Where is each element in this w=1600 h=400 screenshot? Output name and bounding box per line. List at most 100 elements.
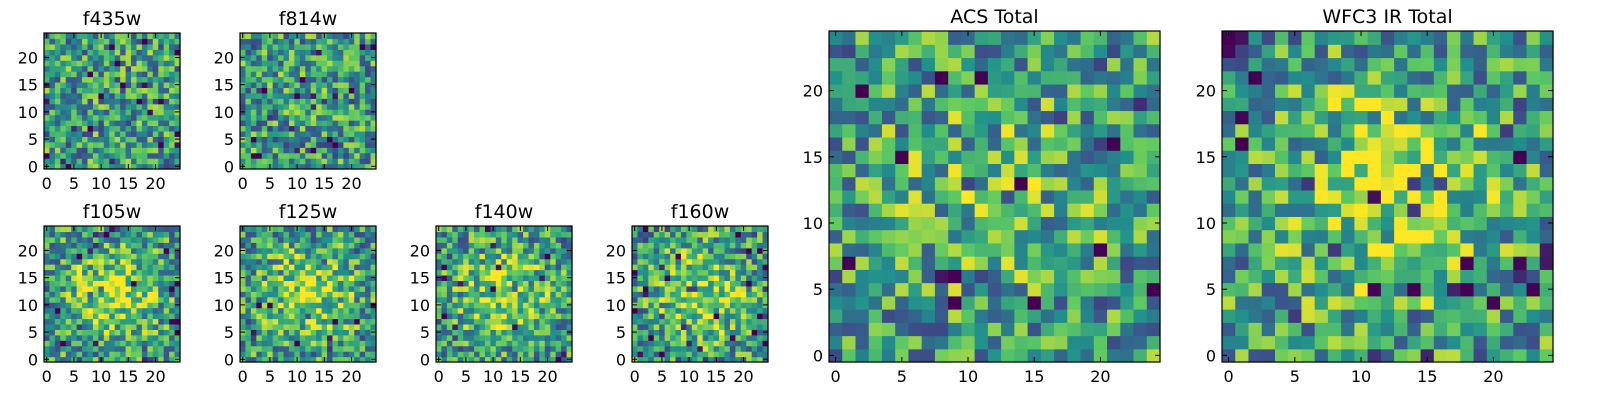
heatmap-cell xyxy=(842,31,857,45)
heatmap-cell xyxy=(961,322,976,337)
heatmap-cell xyxy=(675,340,682,347)
heatmap-cell xyxy=(441,258,448,265)
heatmap-cell xyxy=(735,280,742,287)
heatmap-cell xyxy=(152,152,159,159)
heatmap-cell xyxy=(746,351,753,358)
heatmap-cell xyxy=(1146,83,1161,98)
heatmap-cell xyxy=(114,120,121,127)
heatmap-cell xyxy=(54,307,61,314)
heatmap-cell xyxy=(158,334,165,341)
heatmap-cell xyxy=(120,323,127,330)
heatmap-cell xyxy=(474,285,481,292)
heatmap-cell xyxy=(299,76,306,83)
heatmap-cell xyxy=(294,54,301,61)
heatmap-cell xyxy=(261,71,268,78)
heatmap-cell xyxy=(506,264,513,271)
heatmap-cell xyxy=(544,329,551,336)
heatmap-cell xyxy=(1067,242,1082,257)
heatmap-cell xyxy=(240,285,247,292)
heatmap-cell xyxy=(895,123,910,138)
heatmap-cell xyxy=(479,313,486,320)
heatmap-cell xyxy=(337,147,344,154)
heatmap-cell xyxy=(98,141,105,148)
heatmap-cell xyxy=(245,313,252,320)
heatmap-cell xyxy=(1539,348,1554,363)
heatmap-cell xyxy=(305,130,312,137)
heatmap-cell xyxy=(272,76,279,83)
heatmap-cell xyxy=(1146,269,1161,284)
heatmap-cell xyxy=(141,247,148,254)
heatmap-cell xyxy=(359,247,366,254)
heatmap-cell xyxy=(174,98,181,105)
heatmap-cell xyxy=(495,236,502,243)
heatmap-cell xyxy=(855,309,870,323)
heatmap-cell xyxy=(757,247,764,254)
heatmap-cell xyxy=(1120,295,1135,310)
heatmap-cell xyxy=(125,136,132,143)
heatmap-cell xyxy=(1354,309,1369,323)
heatmap-cell xyxy=(555,296,562,303)
heatmap-cell xyxy=(1054,83,1068,98)
heatmap-cell xyxy=(321,236,328,243)
heatmap-cell xyxy=(680,356,687,363)
heatmap-cell xyxy=(60,71,67,78)
heatmap-cell xyxy=(240,291,247,298)
heatmap-cell xyxy=(288,76,295,83)
heatmap-cell xyxy=(881,123,896,138)
heatmap-cell xyxy=(735,242,742,249)
heatmap-cell xyxy=(267,141,274,148)
heatmap-cell xyxy=(343,247,350,254)
heatmap-cell xyxy=(539,291,546,298)
heatmap-cell xyxy=(261,152,268,159)
heatmap-cell xyxy=(1341,309,1355,323)
heatmap-cell xyxy=(1341,229,1355,244)
heatmap-cell xyxy=(250,158,257,165)
heatmap-cell xyxy=(245,296,252,303)
heatmap-cell xyxy=(125,92,132,99)
heatmap-cell xyxy=(250,231,257,238)
heatmap-cell xyxy=(686,253,693,260)
heatmap-cell xyxy=(735,226,742,233)
heatmap-cell xyxy=(517,351,524,358)
heatmap-cell xyxy=(1120,335,1135,350)
heatmap-cell xyxy=(740,242,747,249)
heatmap-cell xyxy=(561,274,568,281)
heatmap-cell xyxy=(829,282,843,297)
heatmap-cell xyxy=(664,226,671,233)
heatmap-cell xyxy=(632,264,639,271)
heatmap-cell xyxy=(637,340,644,347)
heatmap-cell xyxy=(895,70,910,85)
heatmap-cell xyxy=(76,120,83,127)
heatmap-cell xyxy=(65,258,72,265)
heatmap-cell xyxy=(961,123,976,138)
heatmap-cell xyxy=(1080,189,1095,204)
heatmap-cell xyxy=(136,109,143,116)
heatmap-cell xyxy=(261,334,268,341)
heatmap-cell xyxy=(1380,163,1395,178)
heatmap-cell xyxy=(452,329,459,336)
heatmap-cell xyxy=(539,334,546,341)
heatmap-cell xyxy=(169,120,176,127)
heatmap-cell xyxy=(152,231,159,238)
heatmap-cell xyxy=(294,334,301,341)
heatmap-cell xyxy=(1093,282,1108,297)
heatmap-cell xyxy=(245,33,252,40)
heatmap-cell xyxy=(974,203,989,217)
heatmap-cell xyxy=(332,236,339,243)
heatmap-cell xyxy=(141,307,148,314)
heatmap-cell xyxy=(125,87,132,94)
heatmap-cell xyxy=(327,54,334,61)
heatmap-cell xyxy=(729,351,736,358)
heatmap-cell xyxy=(54,242,61,249)
heatmap-cell xyxy=(1288,163,1303,178)
heatmap-cell xyxy=(316,98,323,105)
heatmap-cell xyxy=(452,356,459,363)
heatmap-cell xyxy=(343,356,350,363)
heatmap-cell xyxy=(533,356,540,363)
heatmap-cell xyxy=(158,313,165,320)
heatmap-cell xyxy=(842,83,857,98)
heatmap-cell xyxy=(948,83,962,98)
heatmap-cell xyxy=(506,313,513,320)
heatmap-cell xyxy=(1367,216,1382,231)
heatmap-cell xyxy=(691,351,698,358)
